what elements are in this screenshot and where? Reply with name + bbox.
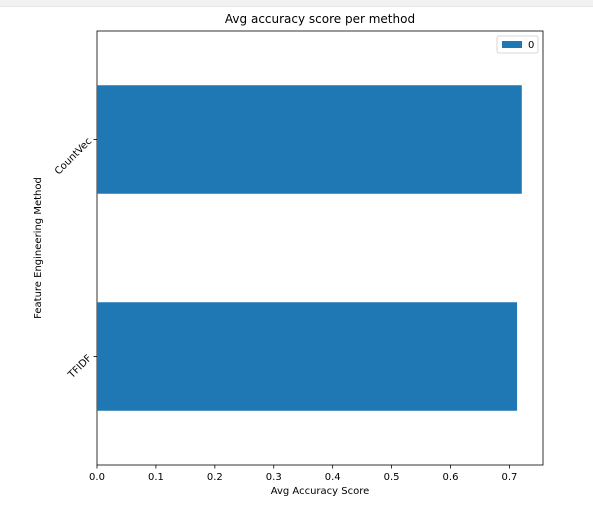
- bar-tfidf: [97, 302, 518, 411]
- plot-frame: [96, 30, 544, 466]
- x-tick-label: 0.3: [266, 472, 282, 483]
- legend-swatch: [502, 41, 522, 48]
- x-tick-label: 0.4: [325, 472, 341, 483]
- x-tick-label: 0.6: [443, 472, 459, 483]
- legend: 0: [496, 35, 539, 54]
- x-tick-label: 0.7: [501, 472, 517, 483]
- y-tick-label: CountVec: [53, 136, 94, 177]
- window-top-strip: [0, 0, 593, 7]
- chart-title: Avg accuracy score per method: [225, 12, 415, 26]
- x-tick-label: 0.2: [207, 472, 223, 483]
- y-tick-label: TFIDF: [66, 353, 95, 382]
- bar-countvec: [97, 85, 522, 194]
- x-tick-label: 0.5: [384, 472, 400, 483]
- x-tick-label: 0.0: [89, 472, 105, 483]
- legend-label: 0: [528, 40, 534, 51]
- x-axis-label: Avg Accuracy Score: [271, 486, 370, 497]
- y-axis-label: Feature Engineering Method: [33, 177, 44, 319]
- x-tick-label: 0.1: [148, 472, 164, 483]
